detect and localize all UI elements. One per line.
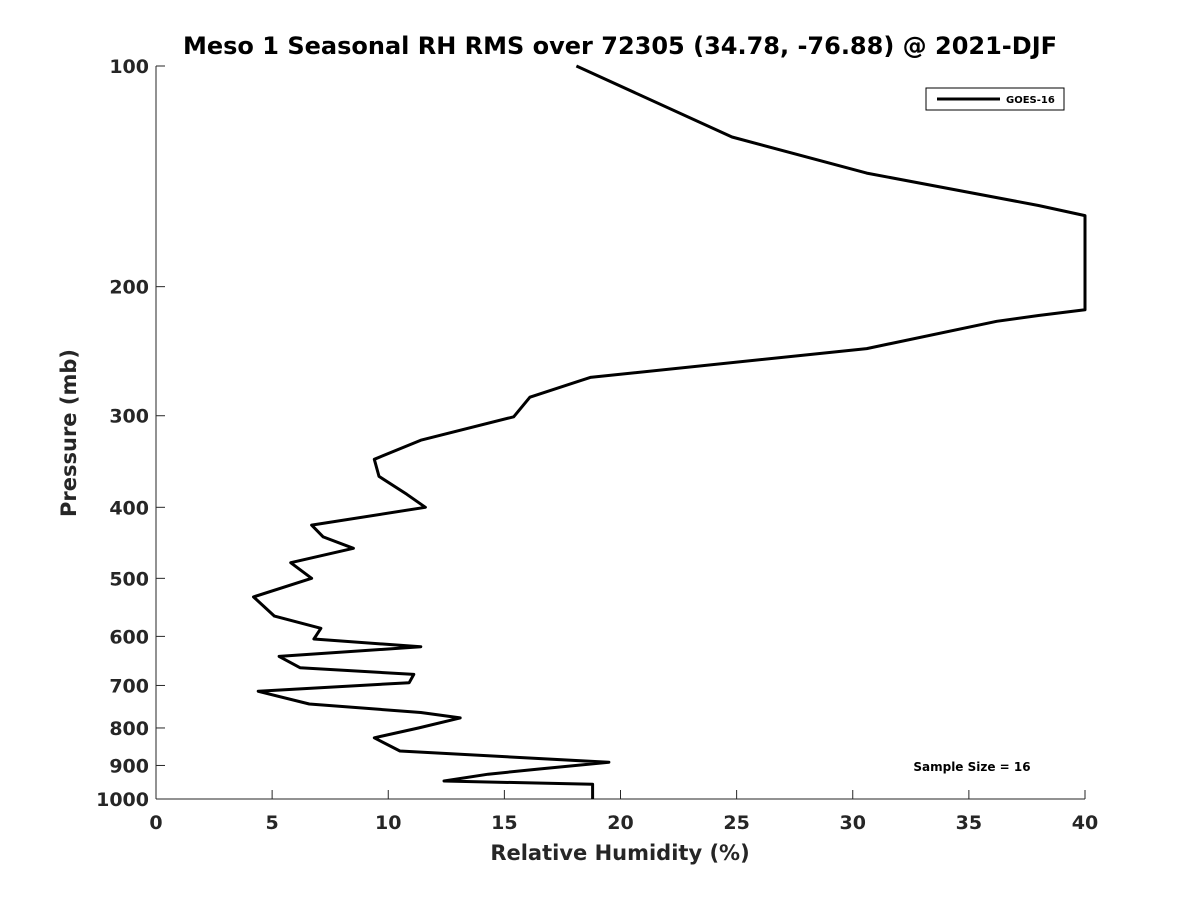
x-tick-label: 35 (956, 812, 982, 834)
x-tick-label: 40 (1072, 812, 1098, 834)
x-tick-label: 25 (723, 812, 749, 834)
x-ticks: 0 5 10 15 20 25 30 35 40 (149, 790, 1098, 834)
chart-title: Meso 1 Seasonal RH RMS over 72305 (34.78… (183, 32, 1057, 60)
x-tick-label: 30 (840, 812, 866, 834)
series-line-goes-16 (252, 64, 1087, 799)
y-tick-label: 1000 (96, 789, 149, 811)
x-tick-label: 20 (607, 812, 633, 834)
x-tick-label: 10 (375, 812, 401, 834)
sample-size-annotation: Sample Size = 16 (913, 760, 1030, 774)
x-tick-label: 15 (491, 812, 517, 834)
x-axis-label: Relative Humidity (%) (490, 841, 749, 865)
series-layer (252, 64, 1087, 799)
y-tick-label: 900 (109, 755, 149, 777)
y-axis-label: Pressure (mb) (57, 349, 81, 517)
y-tick-label: 600 (109, 626, 149, 648)
y-tick-label: 300 (109, 406, 149, 428)
legend-label: GOES-16 (1006, 95, 1055, 106)
x-tick-label: 5 (266, 812, 279, 834)
x-tick-label: 0 (149, 812, 162, 834)
y-tick-label: 500 (109, 568, 149, 590)
y-tick-label: 100 (109, 56, 149, 78)
y-tick-label: 200 (109, 277, 149, 299)
y-tick-label: 400 (109, 497, 149, 519)
legend: GOES-16 (925, 87, 1065, 111)
y-tick-label: 800 (109, 718, 149, 740)
y-tick-label: 700 (109, 675, 149, 697)
y-ticks: 100 200 300 400 500 600 700 800 900 1000 (96, 56, 165, 811)
